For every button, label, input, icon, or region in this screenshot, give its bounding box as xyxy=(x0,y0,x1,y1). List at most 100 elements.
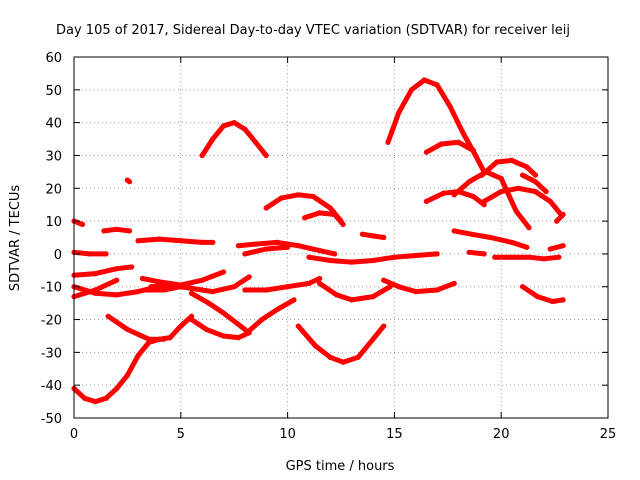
series-arc-38 xyxy=(520,284,566,304)
data-point xyxy=(253,241,259,247)
data-point xyxy=(139,275,145,282)
data-point xyxy=(547,198,553,204)
data-point xyxy=(274,307,280,313)
data-point xyxy=(82,395,88,401)
x-axis-title: GPS time / hours xyxy=(286,459,395,474)
data-point xyxy=(440,190,447,196)
y-tick-label: 50 xyxy=(45,84,62,99)
series-arc-17 xyxy=(189,290,248,332)
data-point xyxy=(263,287,269,293)
data-point xyxy=(547,246,553,252)
data-point xyxy=(460,129,466,136)
data-point xyxy=(259,316,265,323)
plot-frame xyxy=(73,56,609,419)
data-point xyxy=(560,243,566,249)
data-point xyxy=(210,136,216,142)
series-arc-22 xyxy=(263,192,344,224)
series-arc-23 xyxy=(302,210,346,227)
data-point xyxy=(135,353,141,359)
data-point xyxy=(188,285,195,291)
data-point xyxy=(124,326,130,332)
data-point xyxy=(524,164,530,170)
data-point xyxy=(532,172,539,178)
data-point xyxy=(156,236,162,242)
data-point xyxy=(126,228,133,234)
data-point xyxy=(79,221,86,227)
x-tick-label: 10 xyxy=(279,427,296,442)
data-point xyxy=(302,215,308,221)
data-point xyxy=(103,395,109,401)
y-tick-labels: -50 -40 -30 -20 -10 0 10 20 30 40 50 60 xyxy=(41,51,62,427)
data-point xyxy=(167,335,173,341)
series-arc-06 xyxy=(71,264,135,278)
data-point xyxy=(129,264,135,270)
y-tick-label: -40 xyxy=(41,379,62,394)
data-series-group xyxy=(71,77,566,405)
data-point xyxy=(310,193,316,200)
y-tick-label: 60 xyxy=(45,51,62,66)
data-point xyxy=(291,297,297,303)
data-point xyxy=(312,343,318,349)
data-point xyxy=(526,254,532,260)
data-point xyxy=(295,192,301,198)
data-point xyxy=(473,152,479,159)
y-axis-title: SDTVAR / TECUs xyxy=(8,185,23,292)
data-point xyxy=(526,225,532,231)
data-point xyxy=(509,157,515,163)
data-point xyxy=(396,110,402,116)
data-point xyxy=(370,257,376,264)
data-point xyxy=(455,139,462,145)
data-point xyxy=(317,248,323,254)
data-point xyxy=(246,274,252,280)
data-point xyxy=(220,269,227,275)
y-tick-label: 0 xyxy=(54,248,62,263)
data-point xyxy=(231,120,237,126)
y-tick-label: -10 xyxy=(41,281,62,296)
data-point xyxy=(242,126,248,132)
data-point xyxy=(447,103,453,109)
data-point xyxy=(306,254,312,260)
data-point xyxy=(146,336,152,342)
data-point xyxy=(513,208,519,214)
data-point xyxy=(468,231,474,237)
data-point xyxy=(327,354,333,360)
data-point xyxy=(492,254,498,260)
data-point xyxy=(560,211,566,218)
data-point xyxy=(178,284,184,290)
data-point xyxy=(532,189,539,195)
data-point xyxy=(498,189,504,195)
data-point xyxy=(278,195,284,201)
data-point xyxy=(114,292,120,298)
data-point xyxy=(451,280,457,286)
data-point xyxy=(334,292,340,298)
x-tick-label: 20 xyxy=(493,427,510,442)
data-point xyxy=(242,287,248,293)
data-point xyxy=(135,238,141,244)
data-point xyxy=(114,385,120,392)
data-point xyxy=(349,259,355,265)
data-point xyxy=(434,82,440,88)
series-arc-33 xyxy=(451,169,532,231)
data-point xyxy=(285,244,291,250)
data-point xyxy=(114,277,120,283)
x-tick-label: 5 xyxy=(177,427,185,442)
y-tick-label: 40 xyxy=(45,117,62,132)
data-point xyxy=(481,198,487,204)
x-tick-label: 15 xyxy=(386,427,403,442)
data-point xyxy=(161,287,167,293)
data-point xyxy=(114,226,120,232)
data-point xyxy=(554,218,560,224)
data-point xyxy=(295,323,301,329)
data-point xyxy=(295,243,301,249)
data-point xyxy=(178,323,184,329)
data-point xyxy=(370,233,376,239)
data-point xyxy=(317,275,323,282)
data-point xyxy=(203,326,209,332)
data-point xyxy=(381,234,387,241)
data-point xyxy=(242,251,248,257)
data-point xyxy=(391,254,397,260)
data-point xyxy=(340,359,346,365)
data-point xyxy=(520,284,526,290)
data-point xyxy=(220,123,227,129)
data-point xyxy=(509,254,515,260)
